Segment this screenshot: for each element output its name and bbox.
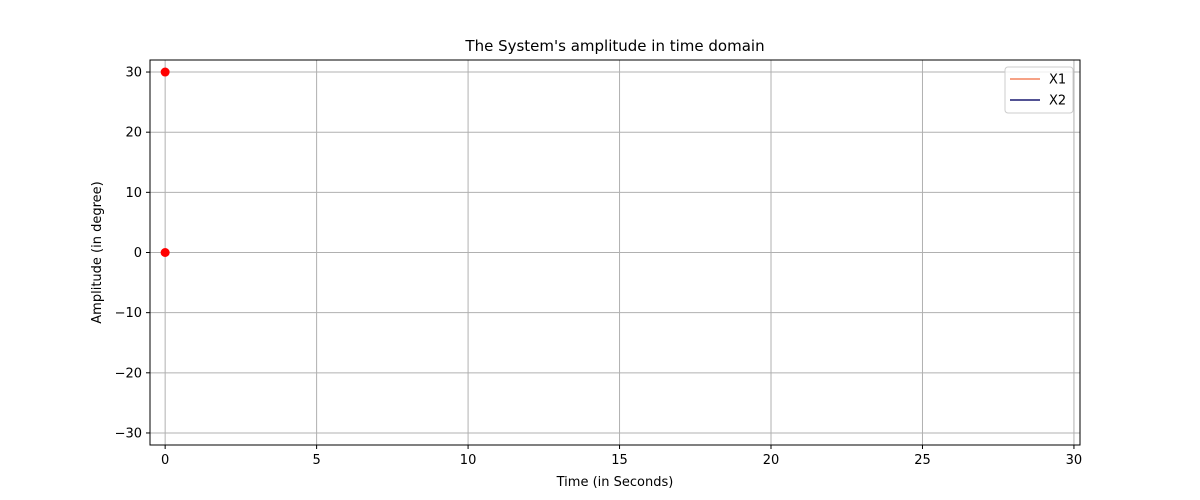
x-tick-label: 15 xyxy=(611,453,628,468)
x-tick-label: 25 xyxy=(914,453,931,468)
y-tick-label: 20 xyxy=(125,126,142,141)
data-point-marker xyxy=(160,67,170,77)
x-tick-label: 20 xyxy=(763,453,780,468)
ticks: 0 5 10 15 20 25 30 −30 −20 −10 0 10 20 30 xyxy=(115,66,1083,468)
x-axis-label: Time (in Seconds) xyxy=(556,475,674,490)
x-tick-label: 30 xyxy=(1066,453,1083,468)
legend-label-x2: X2 xyxy=(1049,94,1066,109)
x-tick-label: 0 xyxy=(161,453,169,468)
grid xyxy=(150,60,1080,445)
y-tick-label: −20 xyxy=(115,366,142,381)
y-tick-label: 10 xyxy=(125,186,142,201)
y-tick-label: 0 xyxy=(134,246,142,261)
y-axis-label: Amplitude (in degree) xyxy=(90,181,105,323)
x-tick-label: 10 xyxy=(460,453,477,468)
markers-layer xyxy=(160,67,170,257)
y-tick-label: −30 xyxy=(115,426,142,441)
legend-label-x1: X1 xyxy=(1049,73,1066,88)
data-point-marker xyxy=(160,248,170,257)
x-tick-label: 5 xyxy=(312,453,320,468)
y-tick-label: −10 xyxy=(115,306,142,321)
y-tick-label: 30 xyxy=(125,66,142,81)
chart-title: The System's amplitude in time domain xyxy=(464,37,764,55)
